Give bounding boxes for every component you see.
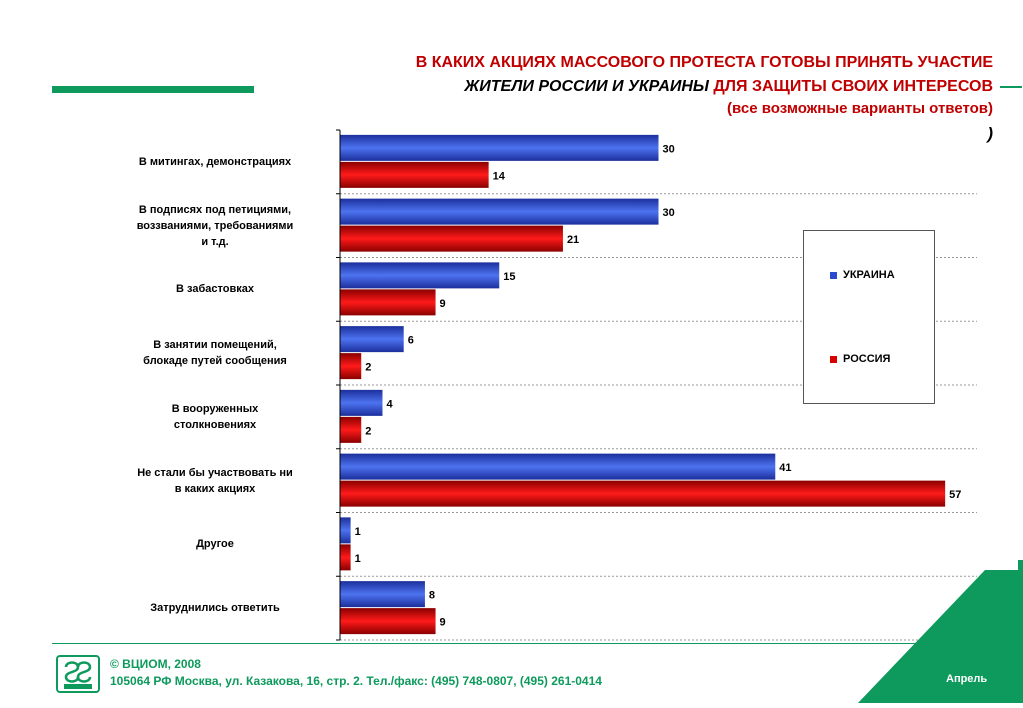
bar-russia-5 (340, 480, 946, 507)
category-label-line: Другое (196, 538, 234, 551)
category-label-line: Не стали бы участвовать ни (137, 466, 293, 479)
chart-title-italic: ЖИТЕЛИ РОССИИ И УКРАИНЫ (464, 78, 709, 95)
category-label: В митингах, демонстрациях (100, 154, 330, 170)
copyright: © ВЦИОМ, 2008 (110, 657, 201, 671)
value-label-russia-1: 21 (567, 234, 579, 246)
category-label-line: и т.д. (201, 235, 229, 248)
corner-shape (858, 570, 1018, 703)
legend-item-ukraine: УКРАИНА (830, 269, 895, 281)
category-label-line: воззваниями, требованиями (136, 219, 294, 232)
category-label-line: блокаде путей сообщения (143, 355, 287, 368)
category-label: В вооруженных столкновениях (100, 401, 330, 433)
value-label-ukraine-1: 30 (663, 207, 675, 219)
bar-russia-3 (340, 353, 362, 380)
corner-edge (1018, 560, 1023, 703)
category-label-line: В вооруженных (171, 402, 259, 415)
legend-swatch-blue (830, 271, 837, 279)
category-label-line: Затруднились ответить (150, 602, 280, 615)
chart-title-line2: ЖИТЕЛИ РОССИИ И УКРАИНЫ ДЛЯ ЗАЩИТЫ СВОИХ… (464, 78, 993, 96)
legend-label-ukraine: УКРАИНА (843, 269, 895, 281)
bar-ukraine-4 (340, 389, 383, 416)
value-label-russia-6: 1 (355, 553, 361, 565)
bar-russia-7 (340, 608, 436, 635)
value-label-russia-2: 9 (440, 298, 446, 310)
green-accent-bar (52, 86, 254, 93)
category-label-line: В митингах, демонстрациях (138, 155, 292, 168)
footer-divider (52, 643, 972, 644)
bar-ukraine-3 (340, 326, 404, 353)
axis-ticks (336, 129, 340, 641)
bar-ukraine-6 (340, 517, 351, 544)
legend-label-russia: РОССИЯ (843, 353, 891, 365)
bar-ukraine-2 (340, 262, 500, 289)
value-label-ukraine-7: 8 (429, 590, 435, 602)
value-label-ukraine-6: 1 (355, 526, 361, 538)
category-label: В забастовках (100, 281, 330, 297)
value-label-russia-4: 2 (365, 425, 371, 437)
value-label-russia-3: 2 (365, 362, 371, 374)
category-label: Затруднились ответить (100, 600, 330, 616)
chart-title-line1: В КАКИХ АКЦИЯХ МАССОВОГО ПРОТЕСТА ГОТОВЫ… (415, 54, 993, 71)
bar-russia-4 (340, 416, 362, 443)
category-label-line: В забастовках (176, 283, 254, 296)
contact-address: 105064 РФ Москва, ул. Казакова, 16, стр.… (110, 674, 602, 688)
legend-swatch-red (830, 355, 837, 363)
logo-mark-icon (64, 661, 92, 689)
bar-russia-1 (340, 225, 563, 252)
value-labels: 30 14 30 21 15 9 6 2 4 2 41 57 1 1 8 9 (355, 143, 962, 628)
value-label-ukraine-3: 6 (408, 335, 414, 347)
category-label-line: столкновениях (173, 418, 257, 431)
bar-russia-0 (340, 161, 489, 188)
value-label-russia-5: 57 (949, 489, 961, 501)
chart-title-rest: ДЛЯ ЗАЩИТЫ СВОИХ ИНТЕРЕСОВ (708, 78, 993, 95)
bar-ukraine-7 (340, 581, 425, 608)
bar-ukraine-5 (340, 453, 776, 480)
category-label-line: В занятии помещений, (153, 339, 277, 352)
legend: УКРАИНА РОССИЯ (803, 230, 935, 404)
month-label: Апрель (946, 673, 988, 685)
green-accent-line (1000, 86, 1022, 88)
category-label: В подписях под петициями, воззваниями, тр… (100, 202, 330, 250)
bar-ukraine-1 (340, 198, 659, 225)
value-label-russia-0: 14 (493, 170, 506, 182)
value-label-ukraine-0: 30 (663, 143, 675, 155)
category-label: Другое (100, 536, 330, 552)
legend-item-russia: РОССИЯ (830, 353, 890, 365)
bar-ukraine-0 (340, 134, 659, 161)
category-label: Не стали бы участвовать ни в каких акциях (100, 465, 330, 497)
value-label-ukraine-2: 15 (503, 271, 515, 283)
bars (340, 134, 946, 635)
category-label-line: в каких акциях (174, 482, 256, 495)
bar-russia-2 (340, 289, 436, 316)
vciom-logo (56, 655, 100, 693)
category-labels: В митингах, демонстрациях В подписях под … (100, 0, 330, 700)
value-label-ukraine-5: 41 (779, 462, 791, 474)
category-label-line: В подписях под петициями, (138, 203, 292, 216)
stray-parenthesis: ) (987, 124, 993, 143)
category-label: В занятии помещений, блокаде путей сообще… (100, 337, 330, 369)
value-label-ukraine-4: 4 (386, 398, 393, 410)
chart-subtitle: (все возможные варианты ответов) (727, 100, 993, 117)
value-label-russia-7: 9 (440, 617, 446, 629)
bar-russia-6 (340, 544, 351, 571)
